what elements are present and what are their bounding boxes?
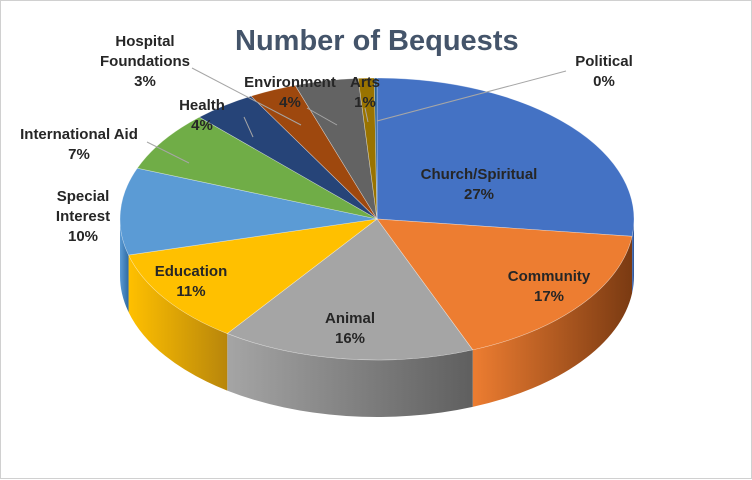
- pie-top: [119, 77, 635, 361]
- label-church-spiritual: Church/Spiritual 27%: [421, 166, 538, 203]
- pie-slice-international-aid: [136, 116, 378, 220]
- label-environment: Environment 4%: [244, 74, 336, 111]
- pie-slice-education: [128, 218, 379, 334]
- pie-side-animal: [227, 333, 473, 417]
- pie-side-education: [128, 255, 228, 391]
- pie-labels: Church/Spiritual 27% Community 17% Animal 16%…: [20, 33, 633, 347]
- label-education: Education 11%: [155, 263, 228, 300]
- pie-slice-special-interest: [119, 167, 378, 256]
- chart-title: Number of Bequests: [235, 25, 519, 57]
- leader-line-hospital-foundations: [191, 67, 302, 126]
- pie-slice-community: [376, 218, 633, 351]
- label-health: Health 4%: [179, 97, 225, 134]
- leader-line-environment: [306, 107, 338, 126]
- pie-slice-animal: [226, 218, 474, 361]
- label-political: Political 0%: [575, 53, 633, 90]
- label-special-interest: Special Interest 10%: [56, 188, 110, 245]
- label-animal: Animal 16%: [325, 310, 375, 347]
- label-arts: Arts 1%: [350, 74, 380, 111]
- leader-line-political: [376, 70, 567, 122]
- label-hospital-foundations: Hospital Foundations 3%: [100, 33, 190, 90]
- pie-slice-church-spiritual: [376, 77, 635, 237]
- pie-side-special-interest: [120, 219, 129, 313]
- leader-line-health: [243, 116, 254, 138]
- pie-side-community: [472, 236, 633, 407]
- label-international-aid: International Aid 7%: [20, 126, 138, 163]
- leader-line-international-aid: [146, 141, 190, 164]
- pie-slice-political: [374, 77, 378, 220]
- leader-line-arts: [364, 107, 369, 123]
- pie-sides: [120, 219, 634, 417]
- pie-side-church-spiritual: [632, 219, 634, 294]
- label-community: Community 17%: [508, 268, 591, 305]
